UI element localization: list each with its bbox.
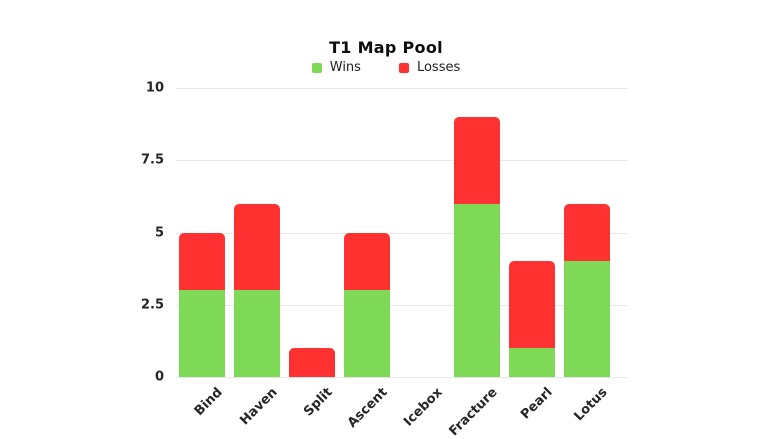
x-tick-label: Fracture (446, 385, 501, 439)
legend-item-wins[interactable]: Wins (311, 60, 361, 75)
y-tick-label: 5 (154, 225, 164, 240)
bar-segment-pearl-wins[interactable] (509, 348, 555, 377)
bar-segment-fracture-losses[interactable] (454, 116, 500, 204)
legend-swatch-losses (398, 62, 409, 73)
bar-segment-lotus-losses[interactable] (564, 203, 610, 262)
gridline (176, 88, 628, 89)
bar-segment-bind-losses[interactable] (179, 232, 225, 291)
legend-label: Wins (329, 60, 361, 75)
x-tick-label: Lotus (571, 385, 611, 425)
bar-segment-pearl-losses[interactable] (509, 261, 555, 349)
gridline (176, 377, 628, 378)
y-tick-label: 10 (145, 80, 164, 96)
x-tick-label: Haven (237, 385, 281, 429)
legend: Wins Losses (0, 60, 768, 77)
bar-segment-haven-wins[interactable] (234, 290, 280, 377)
bar-segment-ascent-losses[interactable] (344, 232, 390, 291)
legend-item-losses[interactable]: Losses (398, 60, 461, 75)
bar-segment-split-losses[interactable] (289, 348, 335, 377)
x-tick-label: Pearl (518, 385, 556, 423)
x-tick-label: Icebox (401, 385, 446, 430)
bar-segment-bind-wins[interactable] (179, 290, 225, 377)
y-tick-label: 2.5 (140, 297, 164, 313)
bar-segment-fracture-wins[interactable] (454, 203, 500, 377)
bar-segment-haven-losses[interactable] (234, 203, 280, 291)
legend-label: Losses (416, 60, 461, 75)
x-tick-label: Bind (191, 385, 226, 419)
y-tick-label: 7.5 (140, 152, 164, 168)
gridline (176, 160, 628, 162)
x-tick-label: Split (301, 385, 336, 420)
chart-title: T1 Map Pool (329, 38, 443, 57)
gridline (176, 232, 628, 234)
y-tick-label: 0 (154, 369, 164, 385)
legend-swatch-wins (311, 62, 322, 73)
bar-segment-ascent-wins[interactable] (344, 290, 390, 377)
gridline (176, 304, 628, 306)
x-tick-label: Ascent (344, 385, 391, 431)
bar-segment-lotus-wins[interactable] (564, 261, 610, 377)
